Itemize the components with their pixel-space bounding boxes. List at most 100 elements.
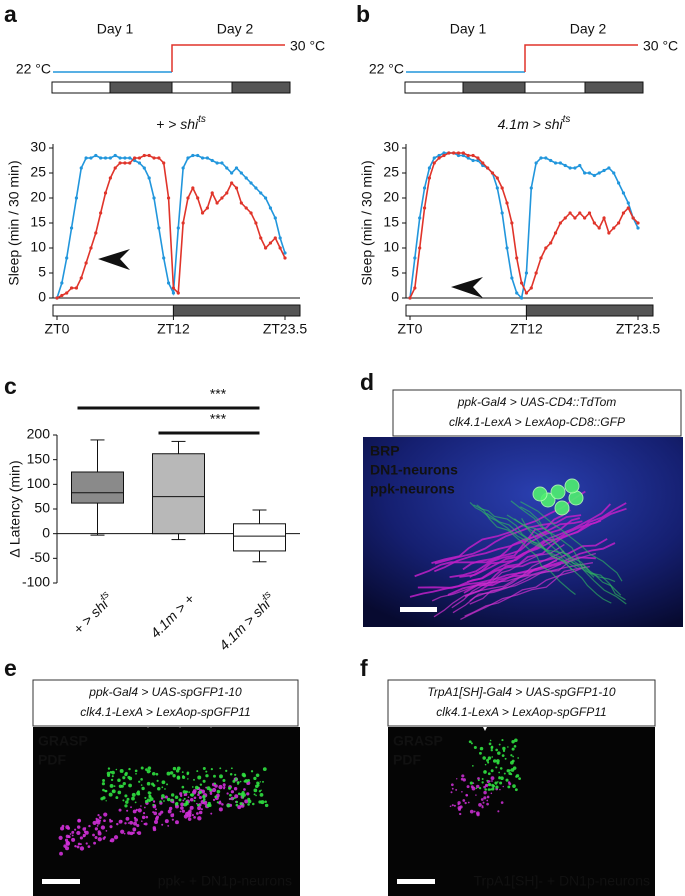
speckle (71, 830, 75, 834)
neurite (521, 518, 612, 604)
data-point (408, 296, 412, 300)
speckle (502, 746, 506, 751)
temperature-label: 30 °C (290, 38, 325, 54)
speckle (489, 780, 491, 782)
speckle (487, 788, 491, 791)
data-point (563, 216, 567, 220)
channel-label: ppk-neurons (370, 481, 455, 497)
data-point (583, 171, 587, 175)
data-point (205, 156, 209, 160)
speckle (509, 773, 513, 776)
speckle (239, 802, 243, 806)
speckle (239, 780, 242, 783)
speckle (104, 789, 108, 793)
speckle (477, 777, 480, 780)
data-point (191, 186, 195, 190)
speckle (507, 785, 511, 789)
title-superscript: ts (563, 114, 571, 125)
speckle (491, 787, 495, 791)
speckle (497, 781, 499, 783)
data-point (612, 171, 616, 175)
speckle (226, 792, 229, 795)
y-tick-label: -50 (30, 549, 50, 565)
speckle (175, 769, 180, 773)
speckle (222, 783, 226, 787)
speckle (97, 837, 102, 842)
data-point (254, 221, 258, 225)
data-point (84, 156, 88, 160)
speckle (187, 778, 189, 780)
data-point (573, 216, 577, 220)
speckle (485, 783, 489, 788)
speckle (492, 784, 496, 788)
speckle (244, 799, 249, 804)
speckle (515, 774, 520, 778)
speckle (126, 809, 129, 812)
speckle (235, 803, 239, 807)
data-point (471, 153, 475, 158)
data-point (186, 156, 190, 160)
speckle (161, 794, 165, 798)
speckle (170, 793, 175, 797)
data-point (137, 156, 142, 160)
data-point (597, 171, 601, 175)
speckle (496, 759, 500, 763)
speckle (461, 774, 465, 778)
speckle (166, 783, 168, 786)
speckle (102, 788, 105, 792)
speckle (124, 771, 128, 775)
temperature-label: 22 °C (369, 61, 404, 77)
speckle (183, 794, 186, 796)
y-tick-label: 0 (42, 524, 50, 540)
data-point (515, 256, 519, 260)
neurite (520, 501, 623, 582)
panel-letter: b (356, 1, 370, 27)
speckle (490, 749, 493, 752)
speckle (228, 786, 232, 790)
speckle (202, 794, 206, 799)
speckle (214, 784, 218, 788)
data-point (529, 286, 533, 290)
data-point (626, 201, 630, 205)
speckle (122, 776, 126, 780)
panel-letter: d (360, 369, 374, 395)
speckle (188, 791, 191, 793)
data-point (152, 156, 156, 160)
light-dark-bar (52, 304, 174, 317)
y-tick-label: 20 (30, 189, 46, 205)
x-tick-label: ZT0 (45, 321, 70, 337)
speckle (489, 788, 492, 791)
series-line (56, 154, 286, 299)
speckle (76, 845, 80, 849)
data-point (471, 158, 475, 163)
data-point (524, 291, 529, 295)
data-point (510, 221, 514, 225)
speckle (127, 775, 131, 779)
y-tick-label: 200 (27, 426, 51, 442)
data-point (157, 226, 161, 230)
data-point (573, 166, 577, 170)
speckle (482, 801, 485, 804)
speckle (497, 751, 501, 755)
speckle (500, 801, 504, 804)
speckle (164, 795, 168, 799)
speckle (486, 802, 489, 806)
speckle (501, 754, 505, 758)
data-point (230, 181, 234, 185)
speckle (478, 787, 482, 790)
speckle (74, 828, 77, 831)
data-point (534, 271, 538, 275)
day-label: Day 2 (217, 21, 254, 37)
data-point (456, 153, 461, 158)
y-axis-label: Sleep (min / 30 min) (6, 160, 22, 285)
speckle (185, 790, 189, 794)
data-point (592, 221, 596, 225)
speckle (197, 793, 200, 797)
cell-body (564, 478, 580, 494)
data-point (563, 163, 567, 168)
speckle (140, 766, 144, 770)
panel-letter: f (360, 655, 368, 681)
speckle (129, 820, 134, 825)
speckle (65, 840, 70, 846)
speckle (503, 772, 506, 775)
